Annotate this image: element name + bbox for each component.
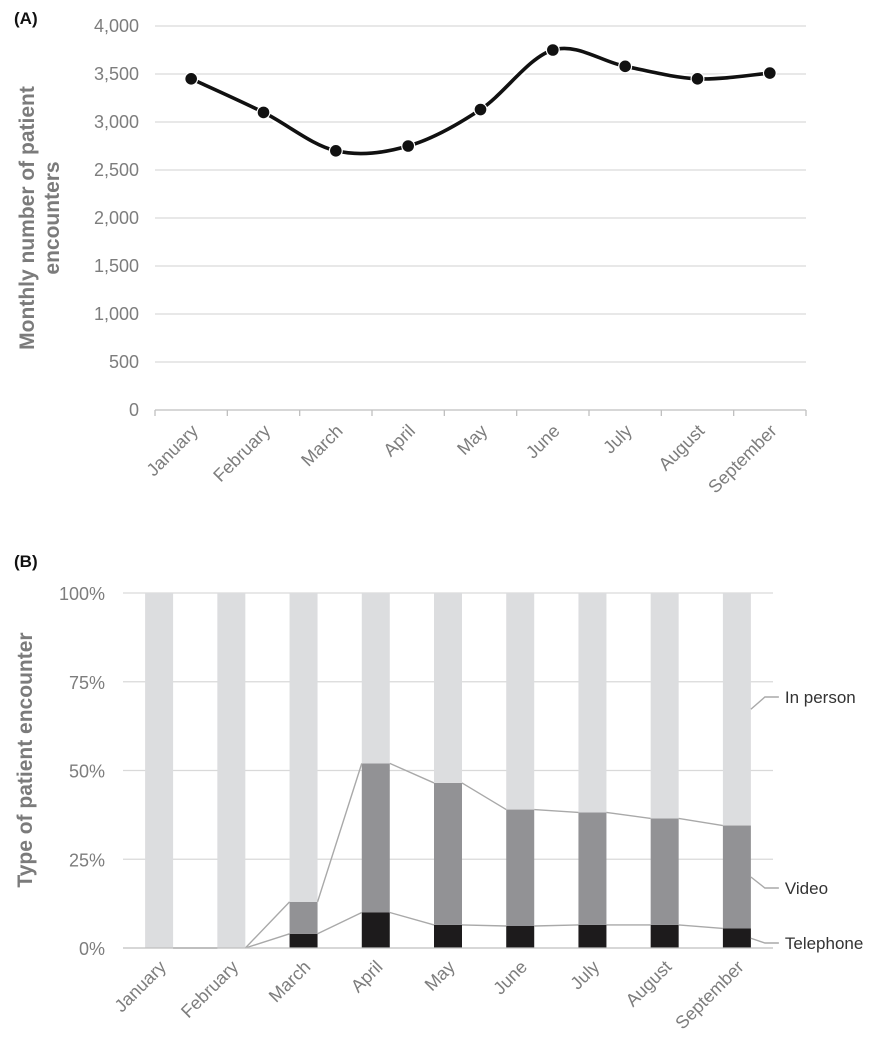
- panel-a-series: [184, 43, 777, 158]
- series-line: [190, 46, 770, 156]
- panel-b: (B) 0% 25% 50% 75% 100% January February March…: [14, 552, 863, 1033]
- series-line-halo: [187, 44, 774, 158]
- bar-video: [722, 825, 751, 929]
- x-tick-label: March: [265, 957, 315, 1007]
- bar-telephone: [650, 924, 679, 948]
- bar-video: [289, 901, 318, 934]
- panel-a: (A) 0 500 1,000 1,500 2,000 2,500 3,000 3,500 4,…: [14, 9, 807, 497]
- bar-in-person: [217, 593, 246, 948]
- x-tick-label: May: [421, 957, 459, 995]
- bar-telephone: [506, 925, 535, 948]
- bar-in-person: [145, 593, 174, 948]
- bar-telephone: [434, 924, 462, 948]
- y-tick-label: 1,500: [94, 256, 139, 276]
- y-tick-label: 4,000: [94, 16, 139, 36]
- bar-in-person: [289, 593, 318, 902]
- x-tick-label: June: [489, 957, 531, 999]
- panel-a-y-ticks: 0 500 1,000 1,500 2,000 2,500 3,000 3,500 4,000: [94, 16, 139, 420]
- bar-in-person: [434, 593, 462, 783]
- panel-a-label: (A): [14, 9, 38, 28]
- panel-a-gridlines: [155, 25, 806, 363]
- data-point: [547, 44, 559, 56]
- y-tick-label: 0%: [79, 939, 105, 959]
- x-tick-label: May: [453, 421, 491, 459]
- panel-a-x-axis: [154, 409, 807, 416]
- y-tick-label: 3,000: [94, 112, 139, 132]
- bar-telephone: [578, 924, 607, 948]
- panel-b-x-ticks: January February March April May June July Augu…: [111, 957, 748, 1033]
- bar-video: [650, 818, 679, 925]
- bar-video: [434, 782, 462, 925]
- bar-in-person: [722, 593, 751, 826]
- data-point: [764, 67, 776, 79]
- x-tick-label: March: [297, 421, 347, 471]
- x-tick-label: April: [379, 421, 419, 461]
- y-tick-label: 3,500: [94, 64, 139, 84]
- data-point: [402, 140, 414, 152]
- bar-telephone: [722, 928, 751, 948]
- panel-a-y-axis-title-line1: Monthly number of patient: [16, 86, 39, 350]
- y-tick-label: 0: [129, 400, 139, 420]
- bar-telephone: [289, 933, 318, 948]
- bar-in-person: [506, 593, 535, 810]
- y-tick-label: 25%: [69, 850, 105, 870]
- y-tick-label: 50%: [69, 762, 105, 782]
- panel-b-label: (B): [14, 552, 38, 571]
- legend-label-video: Video: [785, 879, 828, 898]
- x-tick-label: September: [671, 957, 747, 1033]
- x-tick-label: July: [566, 957, 603, 994]
- legend-leader-telephone: [750, 937, 779, 944]
- legend-label-in-person: In person: [785, 688, 856, 707]
- x-tick-label: April: [347, 957, 387, 997]
- legend-leader-video: [750, 876, 779, 889]
- data-point: [474, 103, 487, 116]
- x-tick-label: January: [143, 421, 202, 480]
- bar-telephone: [361, 912, 390, 948]
- x-tick-label: September: [704, 421, 780, 497]
- data-point: [185, 73, 197, 85]
- y-tick-label: 100%: [59, 584, 105, 604]
- panel-a-y-axis-title-line2: encounters: [41, 161, 64, 274]
- data-point: [257, 106, 270, 119]
- y-tick-label: 2,000: [94, 208, 139, 228]
- panel-a-x-ticks: January February March April May June July Augu…: [143, 421, 781, 497]
- x-tick-label: February: [209, 421, 274, 486]
- x-tick-label: June: [522, 421, 564, 463]
- bar-in-person: [361, 593, 390, 764]
- x-tick-label: August: [655, 421, 709, 475]
- x-tick-label: January: [111, 957, 170, 1016]
- legend-leader-in-person: [750, 696, 779, 710]
- bar-in-person: [578, 593, 607, 813]
- y-tick-label: 500: [109, 352, 139, 372]
- bar-in-person: [650, 593, 679, 819]
- x-tick-label: July: [599, 421, 636, 458]
- panel-b-y-axis-title: Type of patient encounter: [14, 632, 37, 887]
- x-tick-label: February: [177, 957, 242, 1022]
- legend-label-telephone: Telephone: [785, 934, 863, 953]
- data-point: [691, 73, 704, 85]
- data-point: [619, 60, 631, 73]
- data-point: [330, 145, 342, 157]
- bar-video: [361, 763, 390, 913]
- y-tick-label: 75%: [69, 673, 105, 693]
- y-tick-label: 2,500: [94, 160, 139, 180]
- x-tick-label: August: [622, 957, 676, 1011]
- bar-video: [506, 809, 535, 926]
- y-tick-label: 1,000: [94, 304, 139, 324]
- panel-b-y-ticks: 0% 25% 50% 75% 100%: [59, 584, 105, 959]
- panel-b-legend: Telephone Video In person: [750, 688, 863, 953]
- panel-b-bars: [145, 593, 751, 948]
- bar-video: [578, 812, 607, 925]
